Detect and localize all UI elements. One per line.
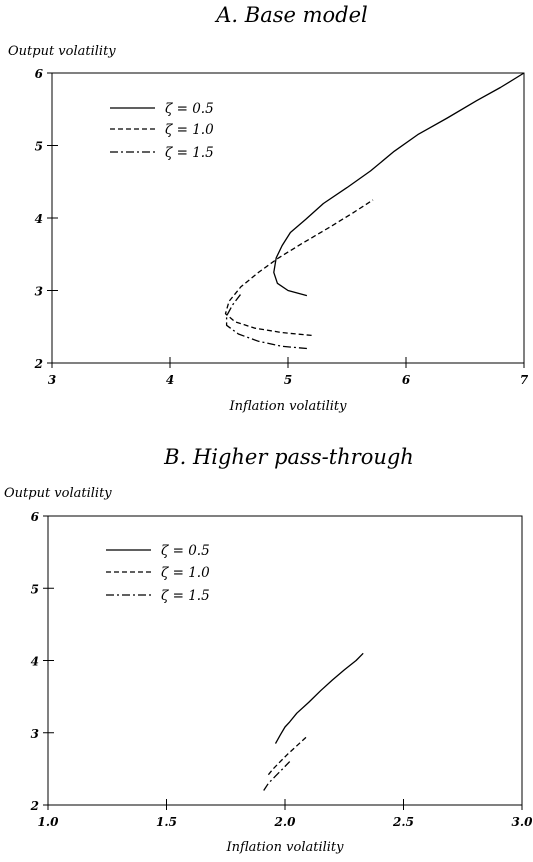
x-tick-label: 7 — [520, 373, 529, 387]
plot-frame — [51, 72, 525, 364]
x-tick-label: 2.5 — [392, 815, 414, 829]
series-line-2 — [224, 199, 374, 337]
y-tick-label: 6 — [31, 510, 40, 524]
chart-panel-1: A. Base model Output volatility Inflation … — [8, 3, 529, 414]
x-tick-label: 3.0 — [512, 815, 533, 829]
y-axis-label: Output volatility — [8, 44, 116, 59]
y-tick-label: 6 — [35, 67, 44, 81]
x-axis-label: Inflation volatility — [226, 840, 345, 855]
legend-entry-2: ζ = 1.0 — [165, 122, 214, 138]
chart-title: B. Higher pass-through — [163, 445, 414, 469]
y-tick-label: 4 — [35, 212, 43, 226]
legend-entry-3: ζ = 1.5 — [161, 588, 210, 604]
x-tick-label: 5 — [284, 373, 292, 387]
series-line-1 — [273, 72, 525, 297]
x-tick-label: 6 — [402, 373, 411, 387]
chart-panel-2: B. Higher pass-through Output volatility I… — [4, 445, 533, 855]
x-tick-label: 1.5 — [156, 815, 177, 829]
y-tick-label: 5 — [35, 140, 43, 154]
y-tick-label: 2 — [30, 799, 39, 813]
y-tick-label: 4 — [31, 655, 39, 669]
series-line-1 — [274, 652, 364, 744]
y-tick-label: 5 — [31, 582, 39, 596]
y-tick-label: 2 — [34, 357, 43, 371]
x-tick-label: 4 — [166, 373, 174, 387]
y-axis-label: Output volatility — [4, 486, 112, 501]
legend-entry-1: ζ = 0.5 — [161, 543, 210, 559]
chart-title: A. Base model — [214, 3, 368, 27]
y-tick-label: 3 — [31, 727, 39, 741]
plot-frame — [47, 515, 523, 806]
legend-entry-2: ζ = 1.0 — [161, 565, 210, 581]
series-line-2 — [267, 736, 307, 776]
series-line-3 — [263, 761, 291, 791]
x-tick-label: 3 — [48, 373, 56, 387]
legend-entry-1: ζ = 0.5 — [165, 101, 214, 117]
x-tick-label: 1.0 — [38, 815, 60, 829]
legend-entry-3: ζ = 1.5 — [165, 145, 214, 161]
y-tick-label: 3 — [35, 285, 43, 299]
x-axis-label: Inflation volatility — [229, 399, 348, 414]
x-tick-label: 2.0 — [274, 815, 297, 829]
series-line-3 — [225, 293, 307, 350]
